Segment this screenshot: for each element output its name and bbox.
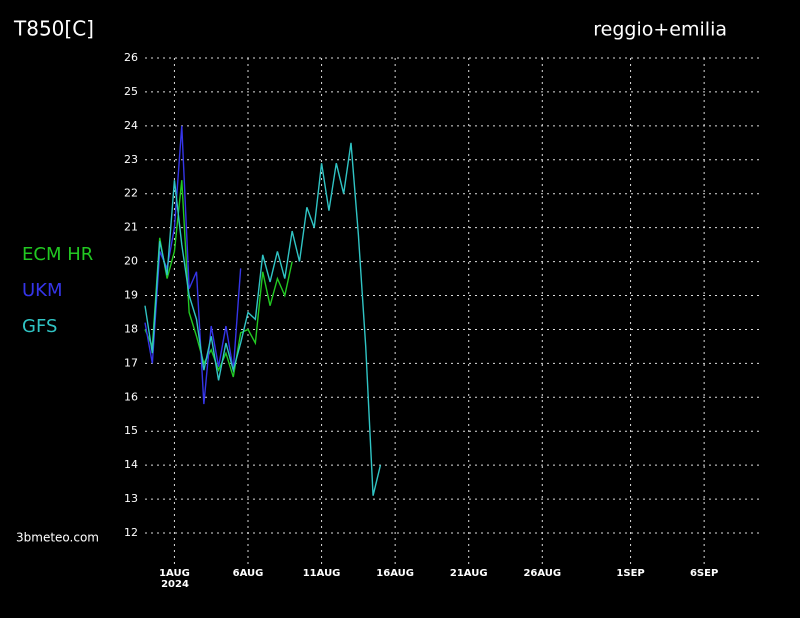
y-tick-label: 15 [124,424,138,437]
y-tick-label: 25 [124,85,138,98]
series-line [144,180,293,378]
y-tick-label: 24 [124,119,138,132]
x-tick-label: 21AUG [450,568,488,579]
y-tick-label: 12 [124,526,138,539]
series-line [144,142,382,496]
x-year-label: 2024 [161,579,189,590]
x-tick-label: 11AUG [303,568,341,579]
y-tick-label: 14 [124,458,138,471]
x-tick-label: 6AUG [233,568,264,579]
series-line [144,125,242,405]
source: 3bmeteo.com [16,531,99,545]
legend-label: GFS [22,316,57,337]
y-tick-label: 17 [124,356,138,369]
y-tick-label: 22 [124,187,138,200]
y-tick-label: 20 [124,255,138,268]
chart-subtitle: reggio+emilia [593,19,727,41]
y-tick-label: 21 [124,221,138,234]
x-tick-label: 6SEP [690,568,718,579]
y-tick-label: 18 [124,322,138,335]
x-tick-label: 1AUG [159,568,190,579]
x-tick-label: 26AUG [523,568,561,579]
y-tick-label: 19 [124,289,138,302]
y-tick-label: 13 [124,492,138,505]
y-tick-label: 26 [124,51,138,64]
legend-label: UKM [22,280,63,301]
chart-title: T850[C] [13,17,94,41]
y-tick-label: 23 [124,153,138,166]
x-tick-label: 16AUG [376,568,414,579]
y-tick-label: 16 [124,390,138,403]
legend-label: ECM HR [22,244,93,265]
x-tick-label: 1SEP [616,568,644,579]
